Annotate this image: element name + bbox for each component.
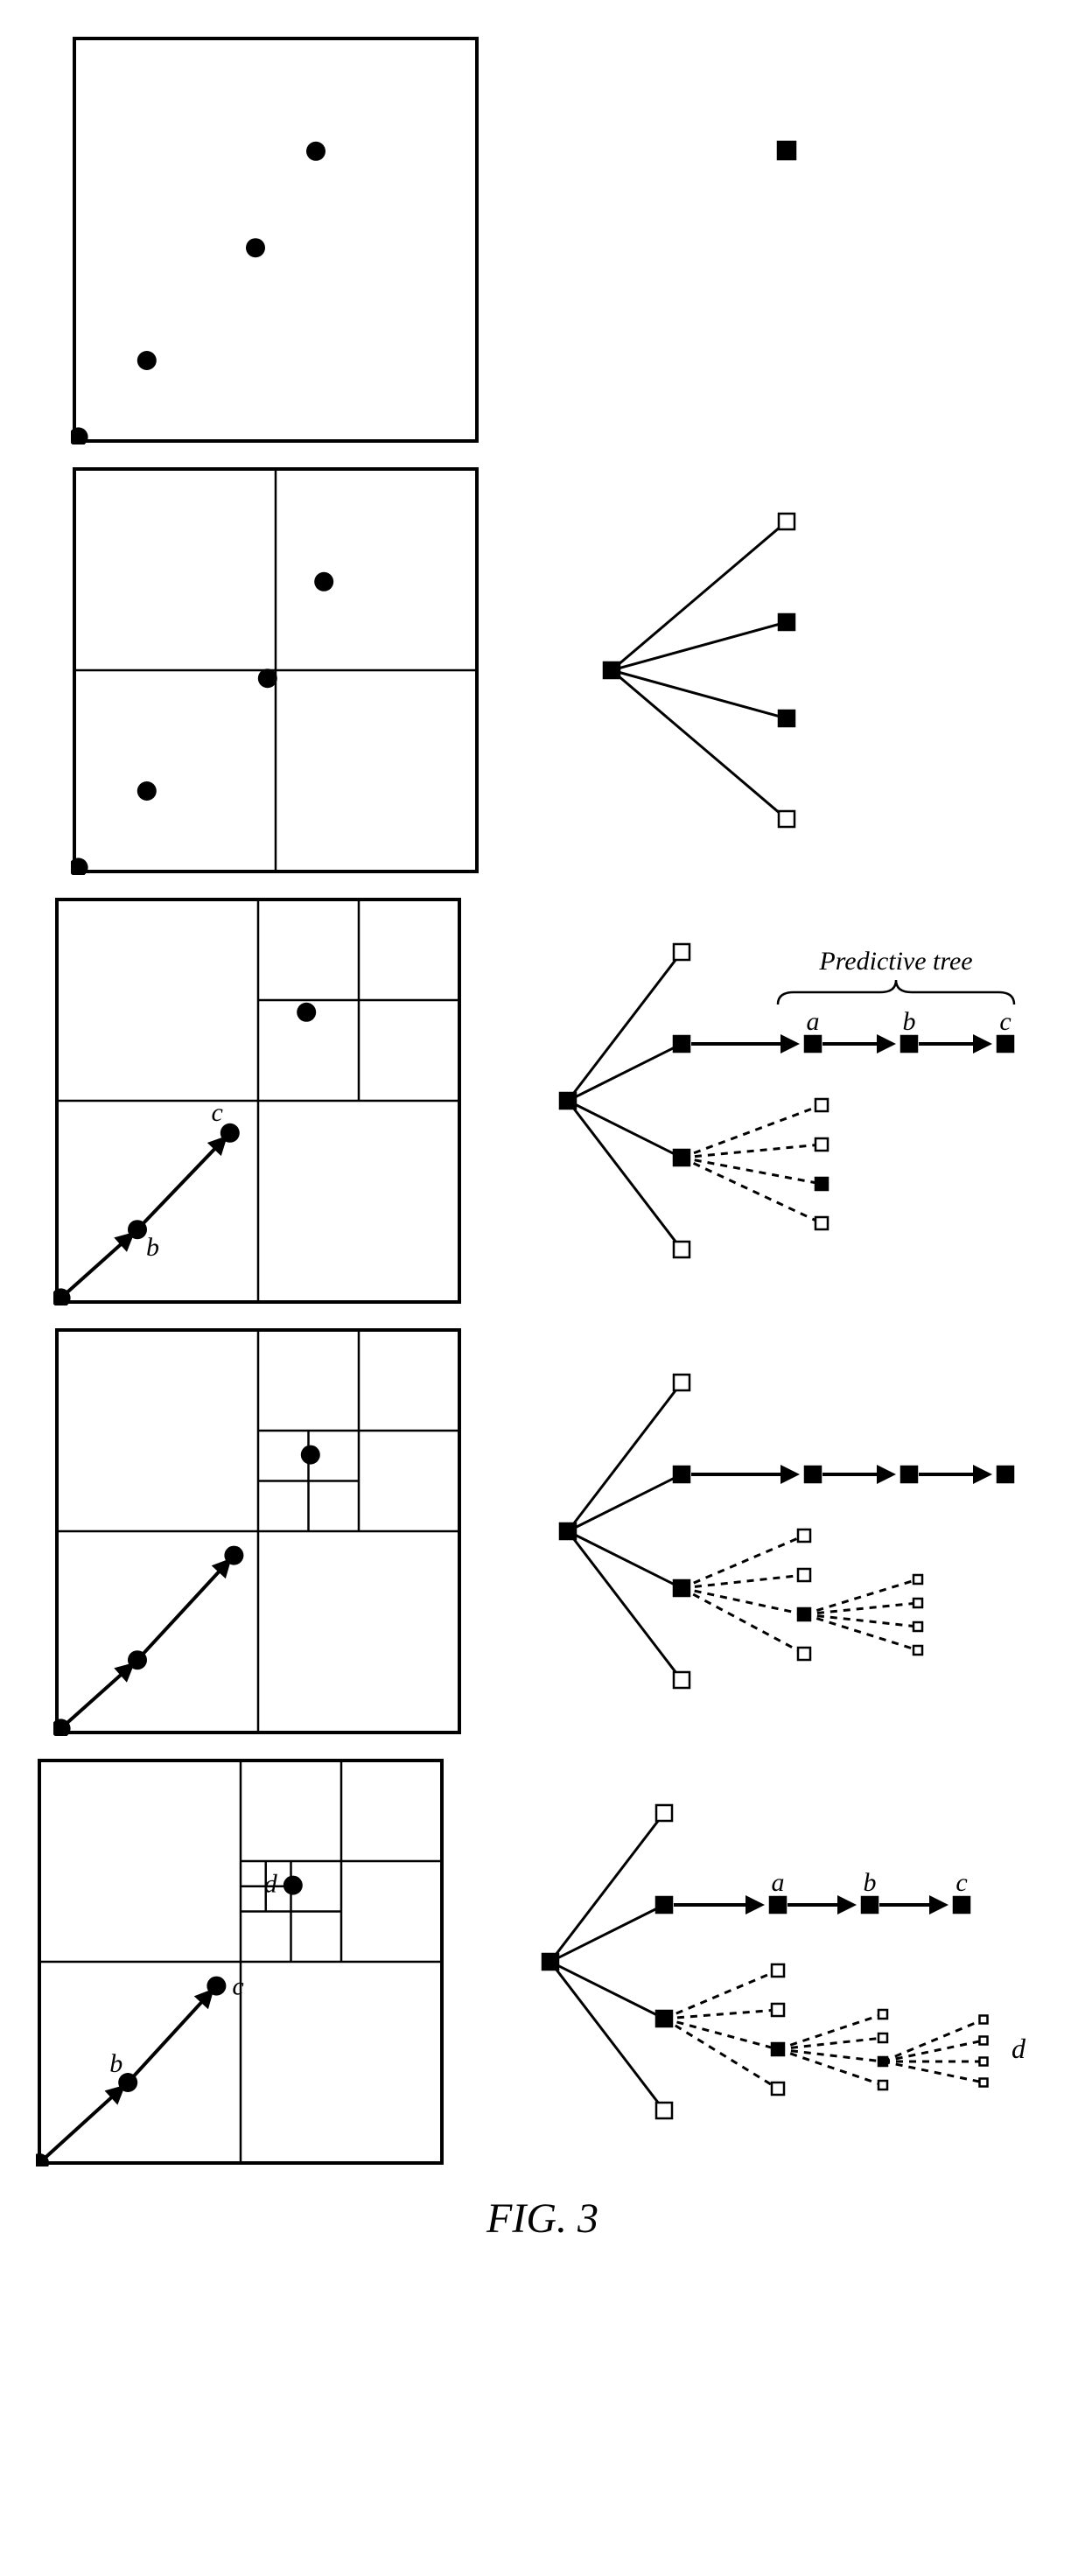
tree-panel: Predictive tree a b c xyxy=(542,900,1032,1302)
quadtree-panel xyxy=(71,466,480,875)
svg-text:c: c xyxy=(999,1007,1011,1036)
svg-text:a: a xyxy=(53,1298,57,1306)
tree-panel xyxy=(559,38,1014,441)
figure-row xyxy=(53,1326,1032,1736)
svg-text:c: c xyxy=(956,1868,967,1897)
quadtree-panel: abcd xyxy=(36,1757,445,2166)
quadtree-panel: a b c xyxy=(53,896,463,1306)
svg-text:d: d xyxy=(1012,2033,1026,2064)
svg-text:c: c xyxy=(211,1098,222,1127)
tree-panel xyxy=(542,1330,1032,1732)
svg-text:c: c xyxy=(232,1972,243,2001)
figure-caption: FIG. 3 xyxy=(18,2194,1068,2243)
figure-row: a b c Predictive tree a b c xyxy=(53,896,1032,1306)
quadtree-panel xyxy=(53,1326,463,1736)
svg-text:b: b xyxy=(146,1233,159,1262)
svg-text:a: a xyxy=(772,1868,785,1897)
svg-text:b: b xyxy=(903,1007,916,1036)
figure-row xyxy=(71,466,1014,875)
figure-row xyxy=(71,35,1014,444)
quadtree-panel xyxy=(71,35,480,444)
tree-panel xyxy=(559,469,1014,872)
svg-text:b: b xyxy=(864,1868,877,1897)
figure-rows: abcPredictive treeabcabcdabcd xyxy=(18,35,1068,2166)
svg-text:b: b xyxy=(109,2049,122,2078)
svg-text:Predictive tree: Predictive tree xyxy=(818,947,972,976)
svg-text:d: d xyxy=(264,1870,278,1899)
figure-row: abcdabcd xyxy=(36,1757,1049,2166)
tree-panel: a b c d xyxy=(524,1760,1049,2163)
svg-text:a: a xyxy=(807,1007,820,1036)
